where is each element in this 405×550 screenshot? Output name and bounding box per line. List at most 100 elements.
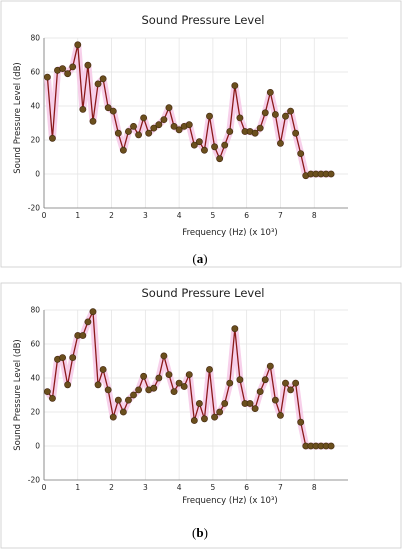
data-point: [206, 112, 213, 120]
x-tick-label: 6: [244, 483, 249, 492]
data-point: [49, 394, 56, 402]
data-point: [195, 138, 203, 146]
data-point: [221, 141, 229, 149]
y-tick-label: 20: [30, 408, 40, 417]
data-point: [150, 384, 158, 392]
y-tick-label: 80: [30, 306, 40, 315]
data-point: [185, 371, 193, 378]
data-point: [165, 104, 173, 112]
data-point: [292, 379, 300, 387]
x-tick-label: 5: [210, 483, 215, 492]
data-point: [135, 386, 142, 394]
chart-title: Sound Pressure Level: [142, 286, 265, 300]
data-point: [236, 114, 244, 122]
y-tick-label: 80: [30, 34, 40, 43]
data-point: [195, 400, 203, 407]
y-tick-label: 60: [30, 340, 40, 349]
x-tick-label: 8: [312, 211, 317, 220]
data-point: [251, 405, 259, 412]
data-point: [292, 129, 300, 137]
chart-frame: [0, 282, 402, 549]
data-point: [84, 318, 92, 326]
x-tick-label: 7: [278, 211, 283, 220]
data-point: [282, 379, 289, 387]
data-point: [64, 70, 72, 78]
data-point: [175, 126, 183, 134]
caption-close: ): [203, 251, 207, 266]
data-point: [251, 129, 259, 137]
y-tick-label: 40: [30, 102, 40, 111]
x-tick-label: 4: [177, 483, 182, 492]
x-tick-label: 1: [75, 211, 80, 220]
x-tick-label: 6: [244, 211, 249, 220]
data-point: [216, 155, 224, 163]
chart-frame: [0, 0, 402, 268]
data-point: [119, 146, 127, 154]
data-point: [43, 388, 51, 395]
y-tick-label: -20: [28, 476, 40, 485]
data-point: [201, 415, 208, 423]
y-tick-label: 20: [30, 136, 40, 145]
x-tick-label: 1: [75, 483, 80, 492]
panel-caption: (a): [192, 251, 207, 266]
data-point: [79, 106, 87, 113]
data-point: [287, 386, 294, 394]
x-tick-label: 8: [312, 483, 317, 492]
data-point: [125, 396, 132, 404]
data-point: [271, 396, 279, 404]
data-point: [231, 325, 239, 333]
data-point: [104, 386, 112, 394]
data-point: [155, 121, 163, 129]
data-point: [282, 112, 289, 120]
data-point: [170, 123, 178, 130]
x-axis-label: Frequency (Hz) (x 10³): [182, 496, 277, 506]
data-point: [109, 107, 117, 115]
data-point: [190, 141, 198, 149]
x-tick-label: 0: [42, 211, 47, 220]
data-point: [69, 354, 77, 361]
data-point: [180, 383, 188, 390]
data-point: [261, 109, 269, 117]
data-point: [256, 124, 264, 132]
data-point: [231, 82, 239, 89]
data-point: [170, 388, 178, 395]
data-point: [119, 408, 127, 416]
y-tick-label: -20: [28, 204, 40, 213]
data-point: [236, 376, 244, 384]
data-point: [89, 117, 97, 125]
data-point: [99, 366, 107, 373]
chart-panel-a: Sound Pressure Level Sound Pressure Leve…: [0, 0, 402, 268]
data-point: [125, 128, 132, 135]
data-point: [206, 366, 213, 373]
data-point: [211, 413, 218, 421]
data-point: [155, 374, 163, 382]
x-tick-label: 7: [278, 483, 283, 492]
data-point: [140, 372, 148, 380]
caption-open: (: [192, 251, 196, 266]
data-point: [226, 379, 234, 387]
data-point: [114, 129, 122, 137]
data-point: [160, 116, 168, 123]
data-point: [69, 63, 77, 71]
data-point: [140, 114, 148, 122]
data-point: [175, 379, 183, 387]
data-point: [160, 352, 168, 360]
data-point: [216, 408, 224, 416]
data-point: [43, 73, 51, 81]
panel-caption: (b): [192, 525, 208, 540]
data-point: [145, 129, 153, 137]
data-point: [277, 139, 284, 147]
y-tick-label: 0: [35, 170, 40, 179]
y-axis-label: Sound Pressure Level (dB): [13, 339, 23, 450]
x-tick-label: 2: [109, 211, 114, 220]
data-point: [59, 65, 66, 72]
data-point: [190, 417, 198, 424]
data-point: [84, 61, 92, 69]
caption-close: ): [204, 525, 208, 540]
data-point: [130, 123, 137, 130]
data-point: [297, 150, 305, 157]
chart-panel-b: Sound Pressure Level Sound Pressure Leve…: [0, 282, 402, 549]
x-tick-label: 5: [210, 211, 215, 220]
